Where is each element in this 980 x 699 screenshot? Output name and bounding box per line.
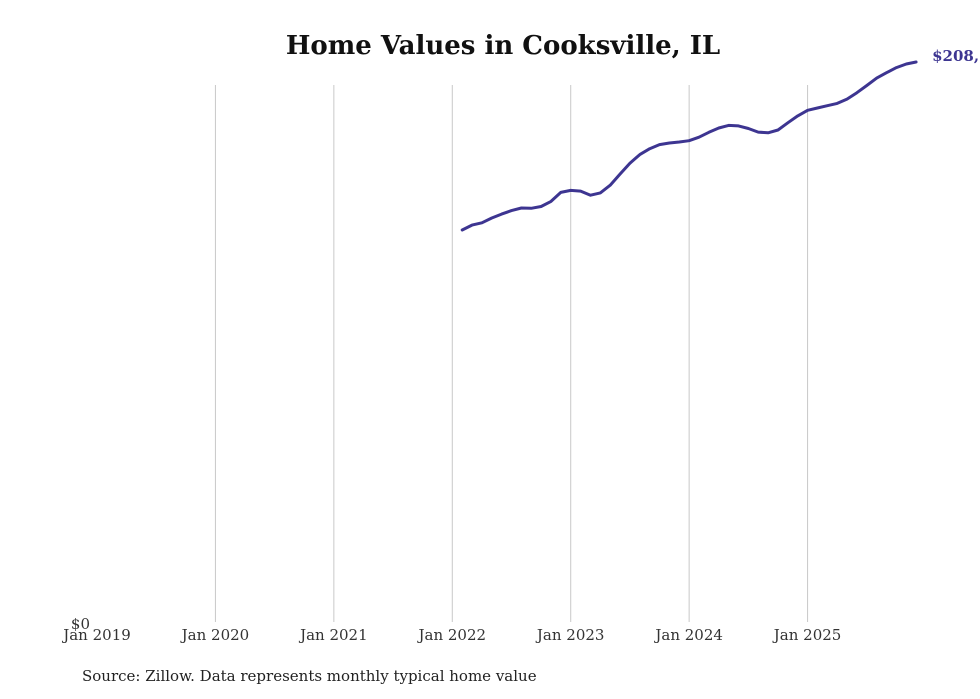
x-tick-label: Jan 2022 <box>417 626 487 644</box>
chart-title: Home Values in Cooksville, IL <box>285 31 721 61</box>
x-tick-label: Jan 2021 <box>298 626 368 644</box>
gridlines <box>214 85 809 622</box>
x-tick-label: Jan 2019 <box>61 626 131 644</box>
source-note: Source: Zillow. Data represents monthly … <box>82 667 537 685</box>
x-tick-label: Jan 2023 <box>535 626 605 644</box>
end-value-label: $208,790 <box>932 47 980 65</box>
x-tick-labels: Jan 2019 Jan 2020 Jan 2021 Jan 2022 Jan 2023… <box>61 626 841 644</box>
line-chart: Jan 2019 Jan 2020 Jan 2021 Jan 2022 Jan 2023… <box>61 47 980 644</box>
x-tick-label: Jan 2020 <box>180 626 250 644</box>
x-tick-label: Jan 2024 <box>653 626 723 644</box>
series-line <box>460 60 918 232</box>
x-tick-label: Jan 2025 <box>772 626 842 644</box>
y-tick-label: $0 <box>71 615 90 633</box>
